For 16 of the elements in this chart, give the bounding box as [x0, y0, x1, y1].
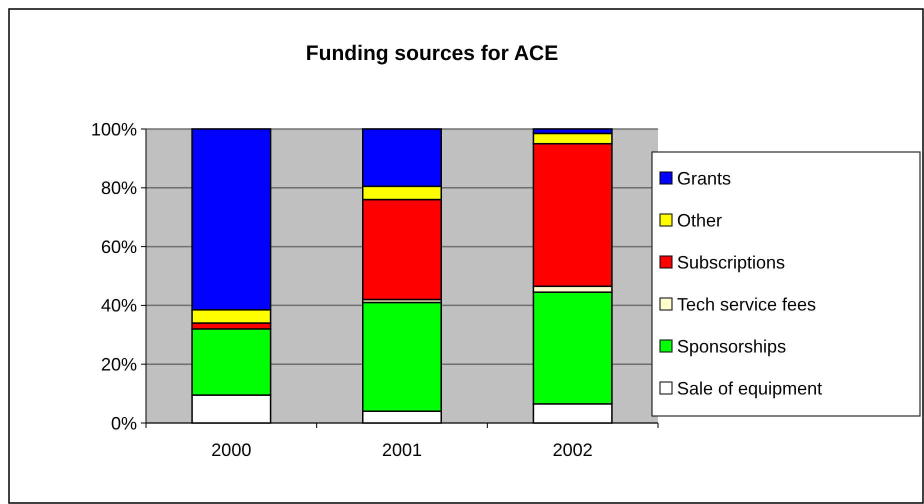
- x-tick-label: 2001: [382, 440, 422, 460]
- y-tick-label: 60%: [100, 236, 137, 257]
- y-tick-label: 100%: [90, 119, 137, 140]
- x-tick-label: 2002: [552, 440, 593, 460]
- legend-label: Sponsorships: [677, 336, 786, 356]
- legend-label: Tech service fees: [677, 294, 816, 314]
- y-tick-label: 0%: [110, 413, 137, 434]
- legend-label: Grants: [677, 168, 732, 188]
- legend-label: Other: [677, 210, 722, 230]
- legend-label: Subscriptions: [677, 252, 786, 272]
- y-tick-label: 40%: [100, 296, 137, 316]
- y-tick-label: 20%: [100, 354, 137, 374]
- legend-label: Sale of equipment: [677, 378, 822, 398]
- y-tick-label: 80%: [100, 178, 137, 198]
- chart-title: Funding sources for ACE: [306, 42, 558, 65]
- x-tick-label: 2000: [211, 440, 252, 460]
